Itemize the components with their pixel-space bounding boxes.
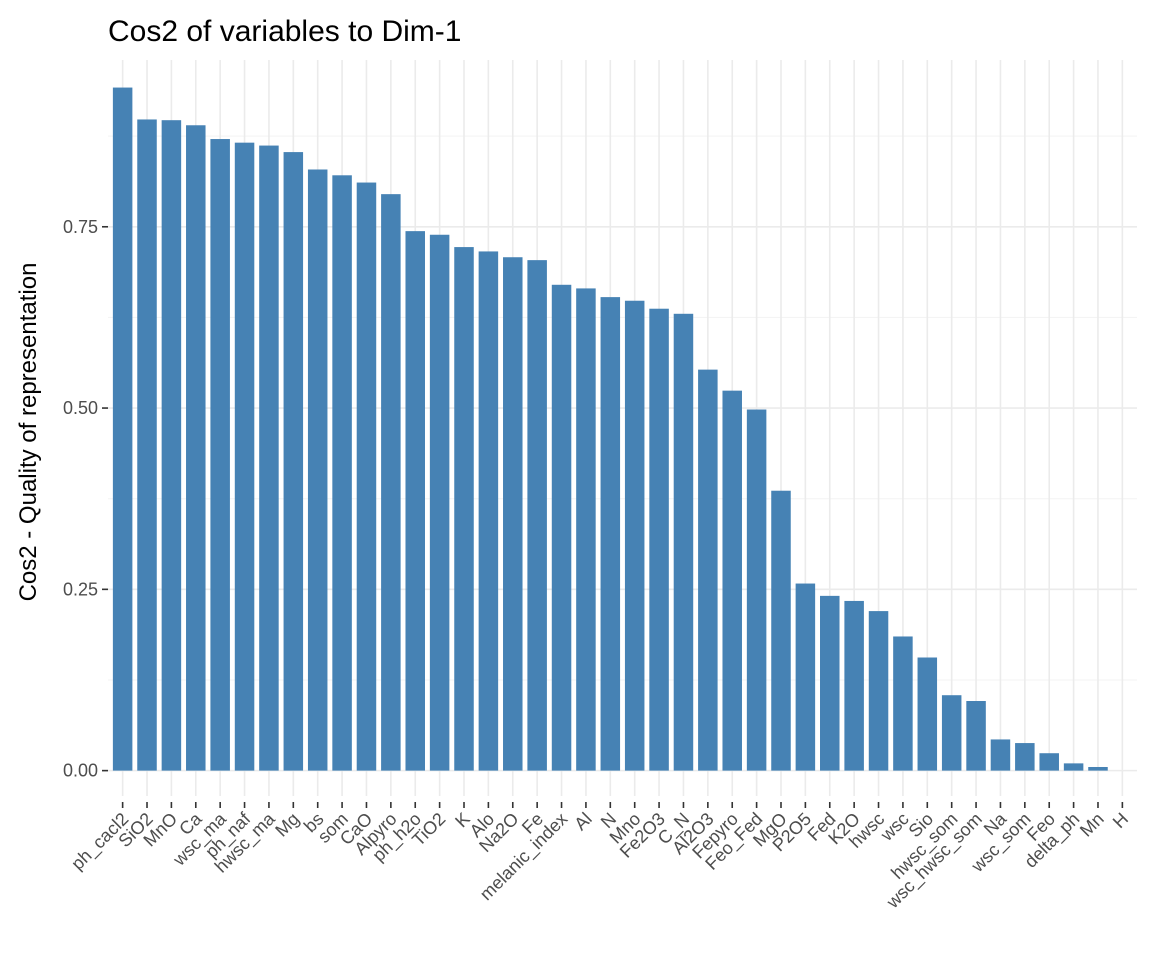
bar-SiO2 xyxy=(137,119,157,771)
bar-ph_cacl2 xyxy=(112,87,133,771)
bar-Alpyro xyxy=(381,194,401,771)
chart-title: Cos2 of variables to Dim-1 xyxy=(108,15,461,48)
bar-Mg xyxy=(283,152,304,771)
bar-wsc_ma xyxy=(210,139,230,771)
bar-ph_naf xyxy=(234,142,255,771)
bar-P2O5 xyxy=(795,583,816,771)
y-axis-label: Cos2 - Quality of representation xyxy=(15,263,42,602)
y-tick-label: 0.75 xyxy=(63,217,98,237)
x-axis: ph_cacl2SiO2MnOCawsc_maph_nafhwsc_maMgbs… xyxy=(67,802,1132,913)
bar-Feo_Fed xyxy=(746,409,767,771)
x-tick-label: Mn xyxy=(1076,809,1108,841)
bar-Na xyxy=(990,739,1011,771)
bar-K2O xyxy=(844,600,864,771)
bar-Fe2O3 xyxy=(649,308,669,771)
bar-Sio xyxy=(917,657,938,771)
bar-Mn xyxy=(1088,766,1108,771)
bar-Fe xyxy=(527,260,547,771)
bar-N xyxy=(600,297,621,771)
y-tick-label: 0.50 xyxy=(63,398,98,418)
bar-bs xyxy=(307,169,328,771)
bar-C_N xyxy=(673,313,694,771)
bar-hwsc xyxy=(868,611,889,771)
bar-Na2O xyxy=(503,257,523,771)
y-tick-label: 0.25 xyxy=(63,579,98,599)
bar-melanic_index xyxy=(551,284,572,771)
bar-wsc xyxy=(893,636,913,771)
x-tick-label: Al xyxy=(570,809,595,834)
bar-MnO xyxy=(161,120,182,771)
y-axis: 0.00 0.25 0.50 0.75 xyxy=(63,217,108,781)
x-tick-label: Mg xyxy=(271,809,303,841)
bar-Ca xyxy=(186,125,206,771)
bar-Al2O3 xyxy=(698,369,718,771)
bar-hwsc_ma xyxy=(259,145,279,771)
bar-wsc_hwsc_som xyxy=(966,701,986,771)
bar-delta_ph xyxy=(1063,763,1084,771)
bar-Feo xyxy=(1039,753,1059,771)
bars xyxy=(112,87,1108,771)
bar-hwsc_som xyxy=(941,695,962,771)
bar-Mno xyxy=(624,300,645,771)
bar-Fepyro xyxy=(722,390,742,771)
y-tick-label: 0.00 xyxy=(63,761,98,781)
x-tick-label: H xyxy=(1109,809,1132,832)
bar-Fed xyxy=(820,595,840,771)
bar-ph_h2o xyxy=(405,231,425,771)
bar-som xyxy=(332,175,352,771)
bar-MgO xyxy=(771,490,791,771)
bar-wsc_som xyxy=(1015,743,1035,771)
bar-TiO2 xyxy=(429,234,450,771)
bar-Al xyxy=(576,288,596,771)
bar-Alo xyxy=(478,251,499,771)
bar-K xyxy=(454,247,474,771)
bar-CaO xyxy=(356,182,377,771)
